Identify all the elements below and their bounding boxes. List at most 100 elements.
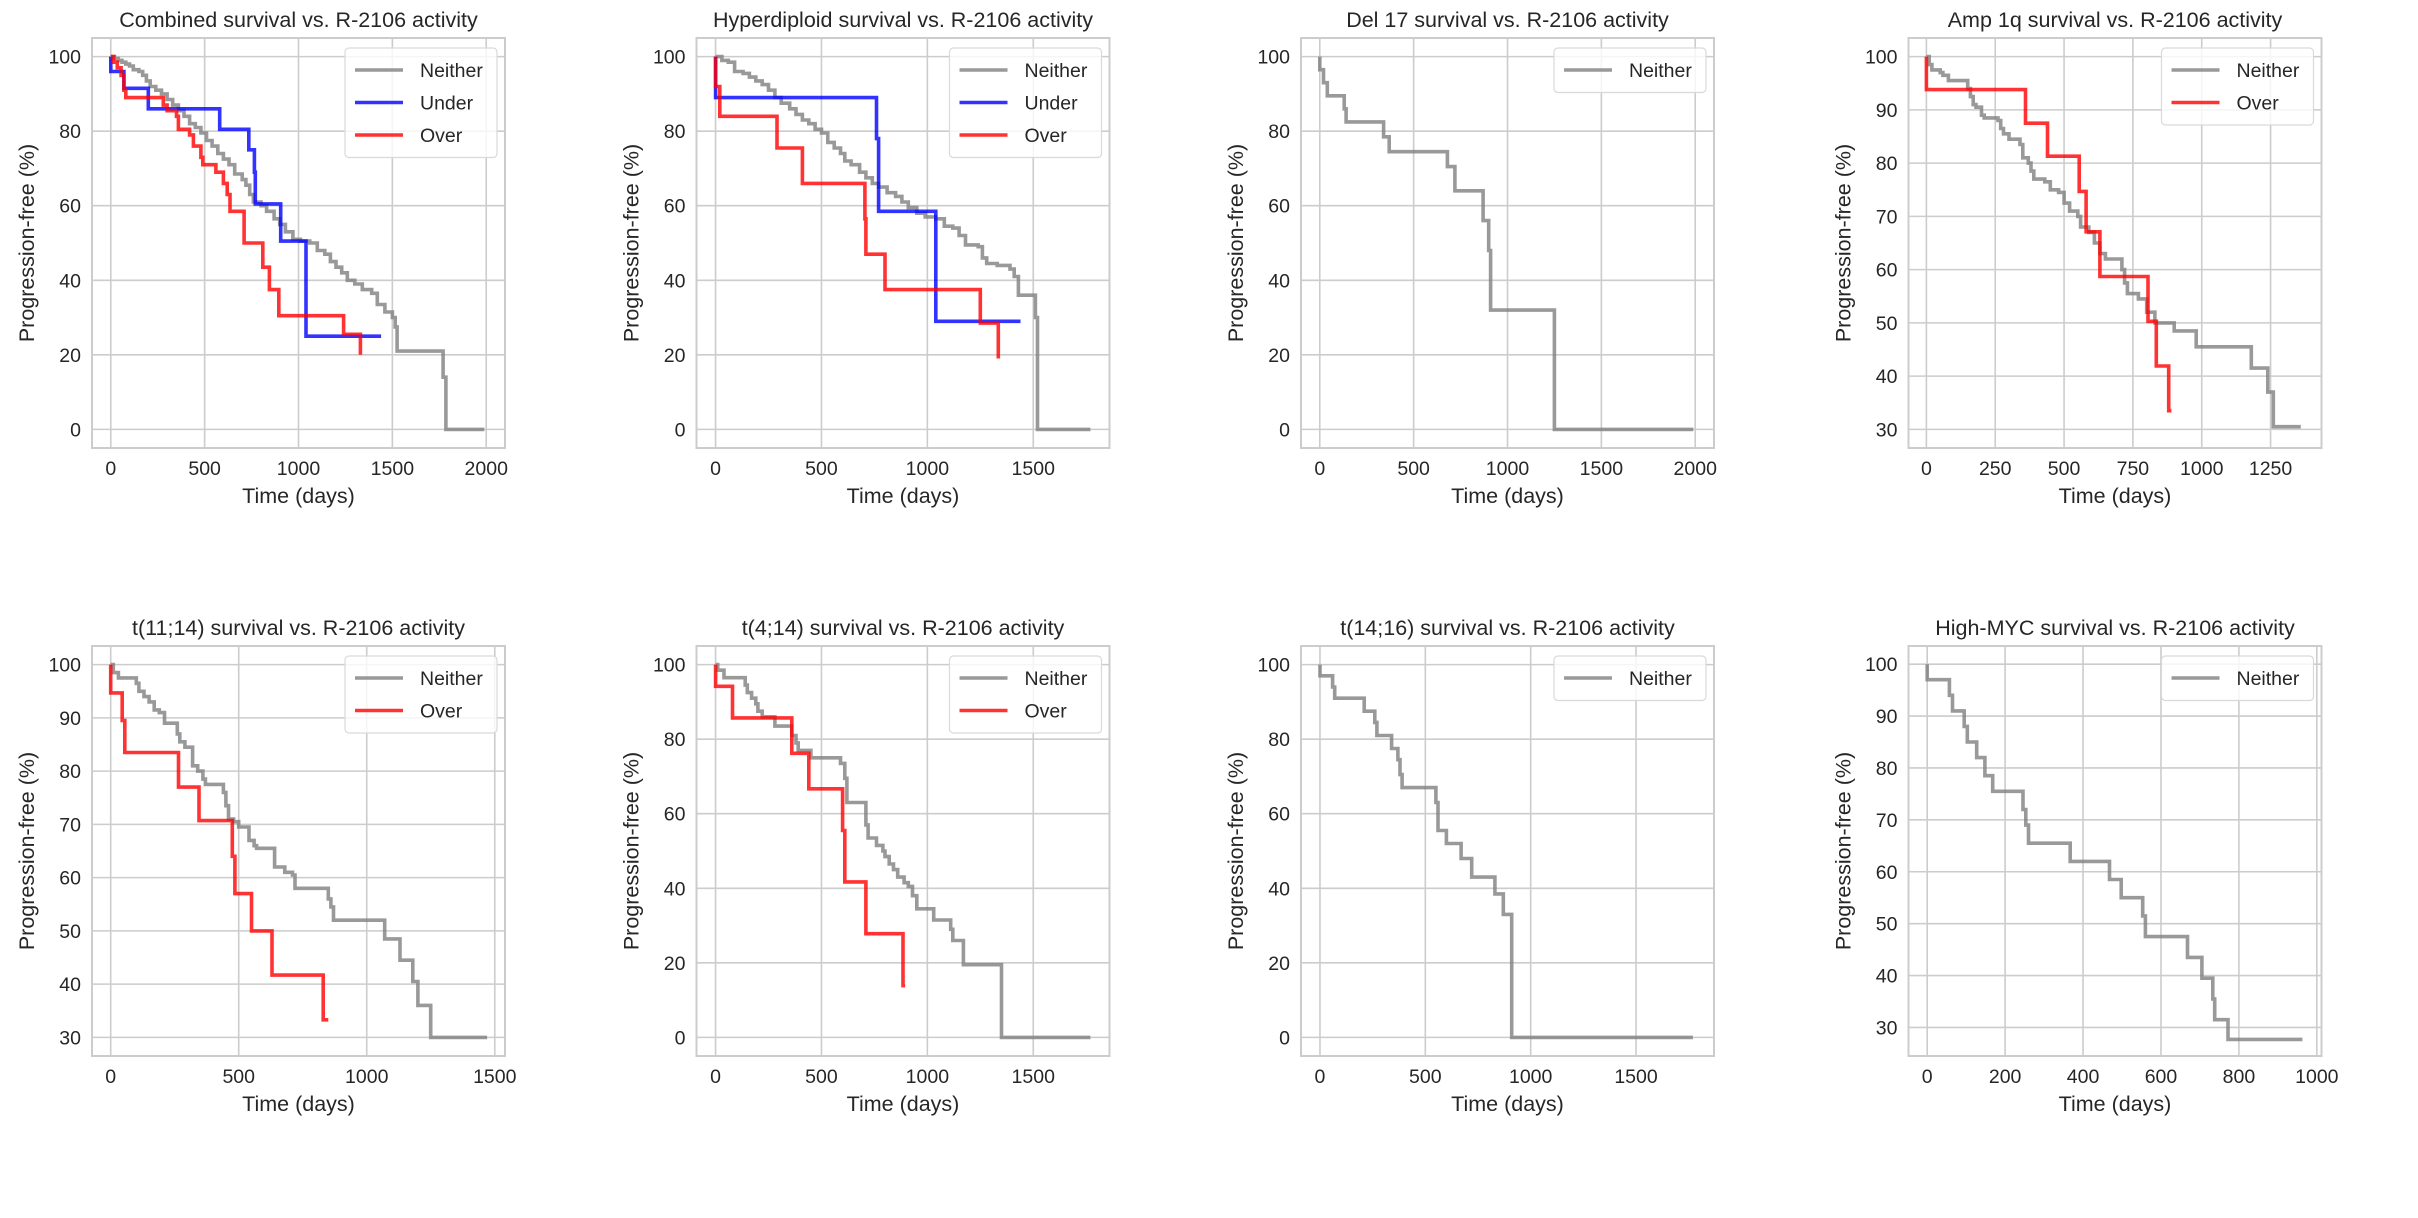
panel-del-17: Del 17 survival vs. R-2106 activity 0 500 1… <box>1224 8 1717 508</box>
chart-title: t(11;14) survival vs. R-2106 activity <box>132 616 465 640</box>
y-tick-label: 80 <box>664 121 686 143</box>
x-tick-label: 0 <box>1314 458 1325 480</box>
y-tick-label: 40 <box>664 270 686 292</box>
x-axis-label: Time (days) <box>2059 484 2172 508</box>
x-tick-label: 500 <box>222 1066 255 1088</box>
y-tick-label: 40 <box>664 878 686 900</box>
y-tick-label: 60 <box>664 804 686 826</box>
y-tick-label: 20 <box>1268 345 1290 367</box>
y-tick-label: 40 <box>1876 966 1898 988</box>
y-tick-label: 80 <box>59 121 81 143</box>
x-axis-label: Time (days) <box>847 1092 960 1116</box>
panel-amp-1q: Amp 1q survival vs. R-2106 activity 0 250 5… <box>1832 8 2323 508</box>
y-axis-label: Progression-free (%) <box>1224 144 1248 342</box>
y-axis-label: Progression-free (%) <box>1832 752 1856 950</box>
legend-label-neither: Neither <box>420 668 483 690</box>
x-tick-label: 1000 <box>2295 1066 2339 1088</box>
x-tick-label: 2000 <box>465 458 509 480</box>
y-tick-label: 60 <box>59 868 81 890</box>
y-tick-label: 20 <box>1268 953 1290 975</box>
y-tick-label: 30 <box>1876 419 1898 441</box>
panel-t-4-14: t(4;14) survival vs. R-2106 activity 0 500… <box>620 616 1111 1116</box>
y-axis-label: Progression-free (%) <box>620 144 644 342</box>
axes-frame <box>1907 37 2323 449</box>
x-tick-label: 200 <box>1989 1066 2022 1088</box>
x-tick-label: 1250 <box>2249 458 2293 480</box>
legend: Neither Under Over <box>948 47 1103 159</box>
y-axis-label: Progression-free (%) <box>15 752 39 950</box>
x-tick-label: 250 <box>1979 458 2012 480</box>
y-axis-label: Progression-free (%) <box>620 752 644 950</box>
y-tick-label: 40 <box>59 270 81 292</box>
x-tick-label: 1500 <box>473 1066 517 1088</box>
legend-box <box>948 655 1103 734</box>
legend: Neither Over <box>2160 47 2315 126</box>
series-line-neither <box>1318 664 1693 1040</box>
series-line-over <box>1924 56 2172 413</box>
x-axis-label: Time (days) <box>1451 484 1564 508</box>
axes-frame <box>695 645 1111 1057</box>
x-tick-label: 500 <box>1409 1066 1442 1088</box>
x-tick-label: 0 <box>710 1066 721 1088</box>
y-tick-label: 0 <box>70 419 81 441</box>
panel-high-myc: High-MYC survival vs. R-2106 activity 0 20… <box>1832 616 2339 1116</box>
series-line-under <box>713 56 1021 324</box>
y-tick-label: 40 <box>59 974 81 996</box>
x-axis-label: Time (days) <box>1451 1092 1564 1116</box>
panel-hyperdiploid: Hyperdiploid survival vs. R-2106 activit… <box>620 8 1111 508</box>
axes-frame <box>1300 37 1715 449</box>
panel-t-14-16: t(14;16) survival vs. R-2106 activity 0 50… <box>1224 616 1715 1116</box>
y-tick-label: 50 <box>1876 914 1898 936</box>
y-tick-label: 100 <box>1257 47 1290 69</box>
legend-label-under: Under <box>420 93 474 115</box>
y-tick-label: 90 <box>59 708 81 730</box>
legend-label-under: Under <box>1025 93 1079 115</box>
y-tick-label: 100 <box>48 47 81 69</box>
series-line-neither <box>1925 664 2303 1042</box>
x-axis-label: Time (days) <box>242 1092 355 1116</box>
legend-box <box>948 47 1103 159</box>
x-tick-label: 400 <box>2067 1066 2100 1088</box>
chart-title: Combined survival vs. R-2106 activity <box>119 8 478 32</box>
x-tick-label: 0 <box>710 458 721 480</box>
legend: Neither <box>2160 655 2315 702</box>
x-tick-label: 750 <box>2117 458 2150 480</box>
legend-label-neither: Neither <box>1629 60 1692 82</box>
chart-title: High-MYC survival vs. R-2106 activity <box>1935 616 2295 640</box>
legend-label-neither: Neither <box>2237 668 2300 690</box>
y-tick-label: 60 <box>1876 862 1898 884</box>
x-tick-label: 1000 <box>277 458 321 480</box>
y-tick-label: 40 <box>1268 878 1290 900</box>
y-tick-label: 80 <box>1876 758 1898 780</box>
legend: Neither Over <box>948 655 1103 734</box>
series-line-neither <box>1926 54 2301 429</box>
y-axis-label: Progression-free (%) <box>1224 752 1248 950</box>
series-line-over <box>110 54 363 355</box>
panel-t-11-14: t(11;14) survival vs. R-2106 activity 0 50… <box>15 616 517 1116</box>
legend: Neither <box>1553 47 1707 94</box>
y-tick-label: 60 <box>664 196 686 218</box>
x-axis-label: Time (days) <box>242 484 355 508</box>
axes-frame <box>91 37 506 449</box>
y-tick-label: 100 <box>653 47 686 69</box>
x-tick-label: 0 <box>1315 1066 1326 1088</box>
y-tick-label: 50 <box>59 921 81 943</box>
x-tick-label: 0 <box>1922 1066 1933 1088</box>
legend-label-neither: Neither <box>420 60 483 82</box>
x-tick-label: 1500 <box>1614 1066 1658 1088</box>
x-tick-label: 500 <box>805 1066 838 1088</box>
y-tick-label: 50 <box>1876 313 1898 335</box>
x-axis-label: Time (days) <box>847 484 960 508</box>
chart-title: t(14;16) survival vs. R-2106 activity <box>1340 616 1675 640</box>
x-tick-label: 800 <box>2223 1066 2256 1088</box>
x-tick-label: 500 <box>2048 458 2081 480</box>
y-tick-label: 60 <box>1268 196 1290 218</box>
x-tick-label: 1000 <box>345 1066 389 1088</box>
series-line-neither <box>715 662 1091 1040</box>
x-tick-label: 0 <box>105 1066 116 1088</box>
chart-title: Del 17 survival vs. R-2106 activity <box>1346 8 1669 32</box>
y-tick-label: 80 <box>664 729 686 751</box>
y-axis-label: Progression-free (%) <box>15 144 39 342</box>
series-line-neither <box>110 54 485 432</box>
y-axis-label: Progression-free (%) <box>1832 144 1856 342</box>
